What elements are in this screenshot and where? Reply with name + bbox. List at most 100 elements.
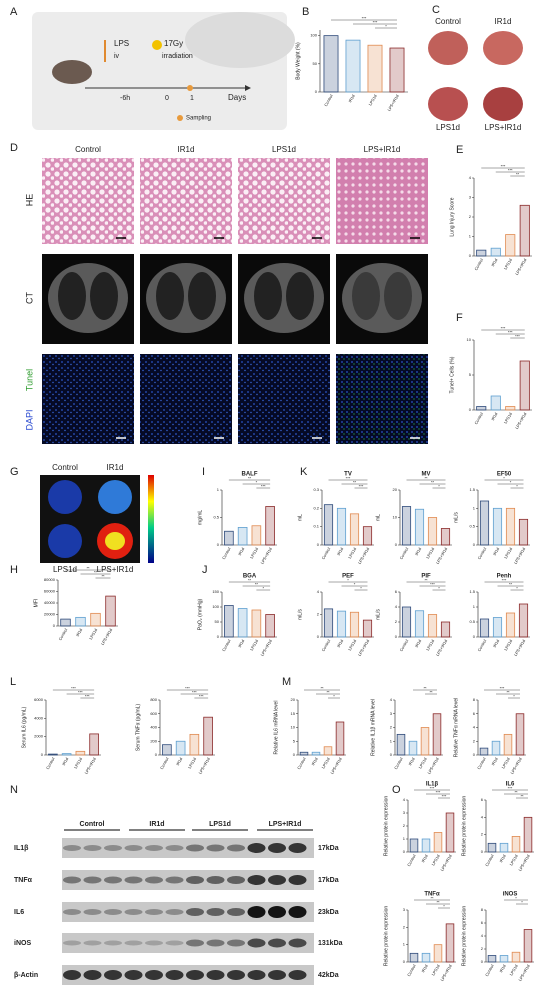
bar <box>487 955 497 963</box>
bar <box>349 611 360 638</box>
blot-band <box>63 909 81 915</box>
bar <box>491 740 501 756</box>
x-tick-label: IR1d <box>498 854 507 864</box>
x-tick-label: Control <box>477 546 488 560</box>
ivis-lung <box>98 480 132 514</box>
y-tick-label: 0 <box>155 752 158 757</box>
blot-band <box>145 970 163 980</box>
y-tick-label: 1 <box>473 604 476 609</box>
x-tick-label: LPS1d <box>503 412 513 425</box>
y-tick-label: 3 <box>469 195 472 200</box>
blot-band <box>247 970 266 980</box>
chart-title: TV <box>344 472 352 478</box>
y-tick-label: 5 <box>293 738 296 743</box>
x-tick-label: IR1d <box>75 628 84 638</box>
sig-label: * <box>503 476 505 481</box>
blot-band <box>186 844 204 852</box>
y-tick-label: 0.5 <box>213 515 219 520</box>
y-axis-label: Relative protein expression <box>461 906 467 967</box>
bar <box>519 204 530 257</box>
y-tick-label: 0 <box>395 634 398 639</box>
bar <box>336 507 347 546</box>
bar <box>409 952 419 963</box>
x-tick-label: IR1d <box>492 639 501 649</box>
bar <box>511 836 521 853</box>
sig-label: ** <box>514 790 518 795</box>
bar <box>203 716 213 756</box>
y-tick-label: 0 <box>403 849 406 854</box>
blot-band <box>268 970 286 980</box>
scheme-label: LPS <box>114 39 129 48</box>
bar <box>433 832 443 853</box>
column-header: LPS+IR1d <box>364 145 401 154</box>
y-tick-label: 1 <box>473 505 476 510</box>
blot-group: Control <box>80 821 105 828</box>
y-tick-label: 0 <box>469 253 472 258</box>
blot-group: IR1d <box>149 821 164 828</box>
x-tick-label: Control <box>477 638 488 652</box>
chart-title: PEF <box>342 574 354 580</box>
column-header: LPS1d <box>272 145 296 154</box>
sig-label: ** <box>248 476 252 481</box>
y-tick-label: 1 <box>469 234 472 239</box>
y-tick-label: 4 <box>473 725 476 730</box>
y-tick-label: 1 <box>217 487 220 492</box>
sig-label: *** <box>78 690 83 695</box>
blot-group: LPS1d <box>209 821 231 828</box>
blot-strip <box>62 933 314 953</box>
x-tick-label: LPS1d <box>508 964 518 977</box>
y-tick-label: 0 <box>473 542 476 547</box>
size-label: 17kDa <box>318 877 339 884</box>
x-tick-label: LPS1d <box>347 639 357 652</box>
sig-label: * <box>385 24 387 29</box>
y-axis-label: Serum TNFα (pg/mL) <box>135 704 141 752</box>
bar <box>323 35 339 93</box>
y-tick-label: 3 <box>403 907 406 912</box>
mouse-silhouette <box>185 12 295 68</box>
blot-band <box>104 845 122 851</box>
he-image <box>238 158 330 244</box>
blot-band <box>268 843 286 853</box>
sig-label: * <box>443 904 445 909</box>
y-tick-label: 0 <box>390 752 393 757</box>
sig-label: *** <box>359 484 364 489</box>
sig-label: ** <box>94 570 98 575</box>
blot-band <box>186 970 204 980</box>
sig-label: ** <box>516 172 520 177</box>
bar <box>349 513 360 546</box>
bar <box>479 618 490 638</box>
y-tick-label: 0 <box>481 959 484 964</box>
y-axis-label: Relative protein expression <box>383 796 389 857</box>
sig-label: *** <box>500 686 505 691</box>
ivis-lung <box>48 480 82 514</box>
sig-label: *** <box>436 790 441 795</box>
sig-label: ** <box>423 686 427 691</box>
scheme-label: 1 <box>190 95 194 102</box>
blot-band <box>124 909 143 915</box>
panel-letter: I <box>202 466 205 478</box>
sampling-legend <box>177 115 183 121</box>
sig-label: *** <box>199 694 204 699</box>
sig-label: * <box>262 586 264 591</box>
bar <box>518 603 529 638</box>
lung-label: LPS+IR1d <box>485 123 522 132</box>
x-tick-label: IR1d <box>61 757 70 767</box>
blot-band <box>206 970 225 980</box>
lung-images <box>428 31 523 121</box>
blot-band <box>165 970 184 980</box>
y-tick-label: 6 <box>481 797 484 802</box>
blot-band <box>288 938 307 948</box>
ivis-lung-hot <box>105 532 125 550</box>
sig-label: ** <box>86 566 90 571</box>
x-tick-label: IR1d <box>336 639 345 649</box>
y-tick-label: 4 <box>481 933 484 938</box>
bar <box>265 614 275 638</box>
x-tick-label: Control <box>406 853 417 867</box>
y-tick-label: 8 <box>481 907 484 912</box>
panel-letter: D <box>10 142 18 154</box>
blot-band <box>268 938 286 948</box>
panel-letter: H <box>10 564 18 576</box>
x-tick-label: IR1d <box>490 757 499 767</box>
ct-lung <box>352 272 380 320</box>
